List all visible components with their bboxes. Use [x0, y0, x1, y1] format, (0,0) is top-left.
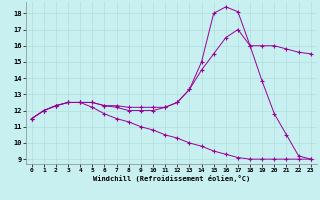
X-axis label: Windchill (Refroidissement éolien,°C): Windchill (Refroidissement éolien,°C): [92, 175, 250, 182]
